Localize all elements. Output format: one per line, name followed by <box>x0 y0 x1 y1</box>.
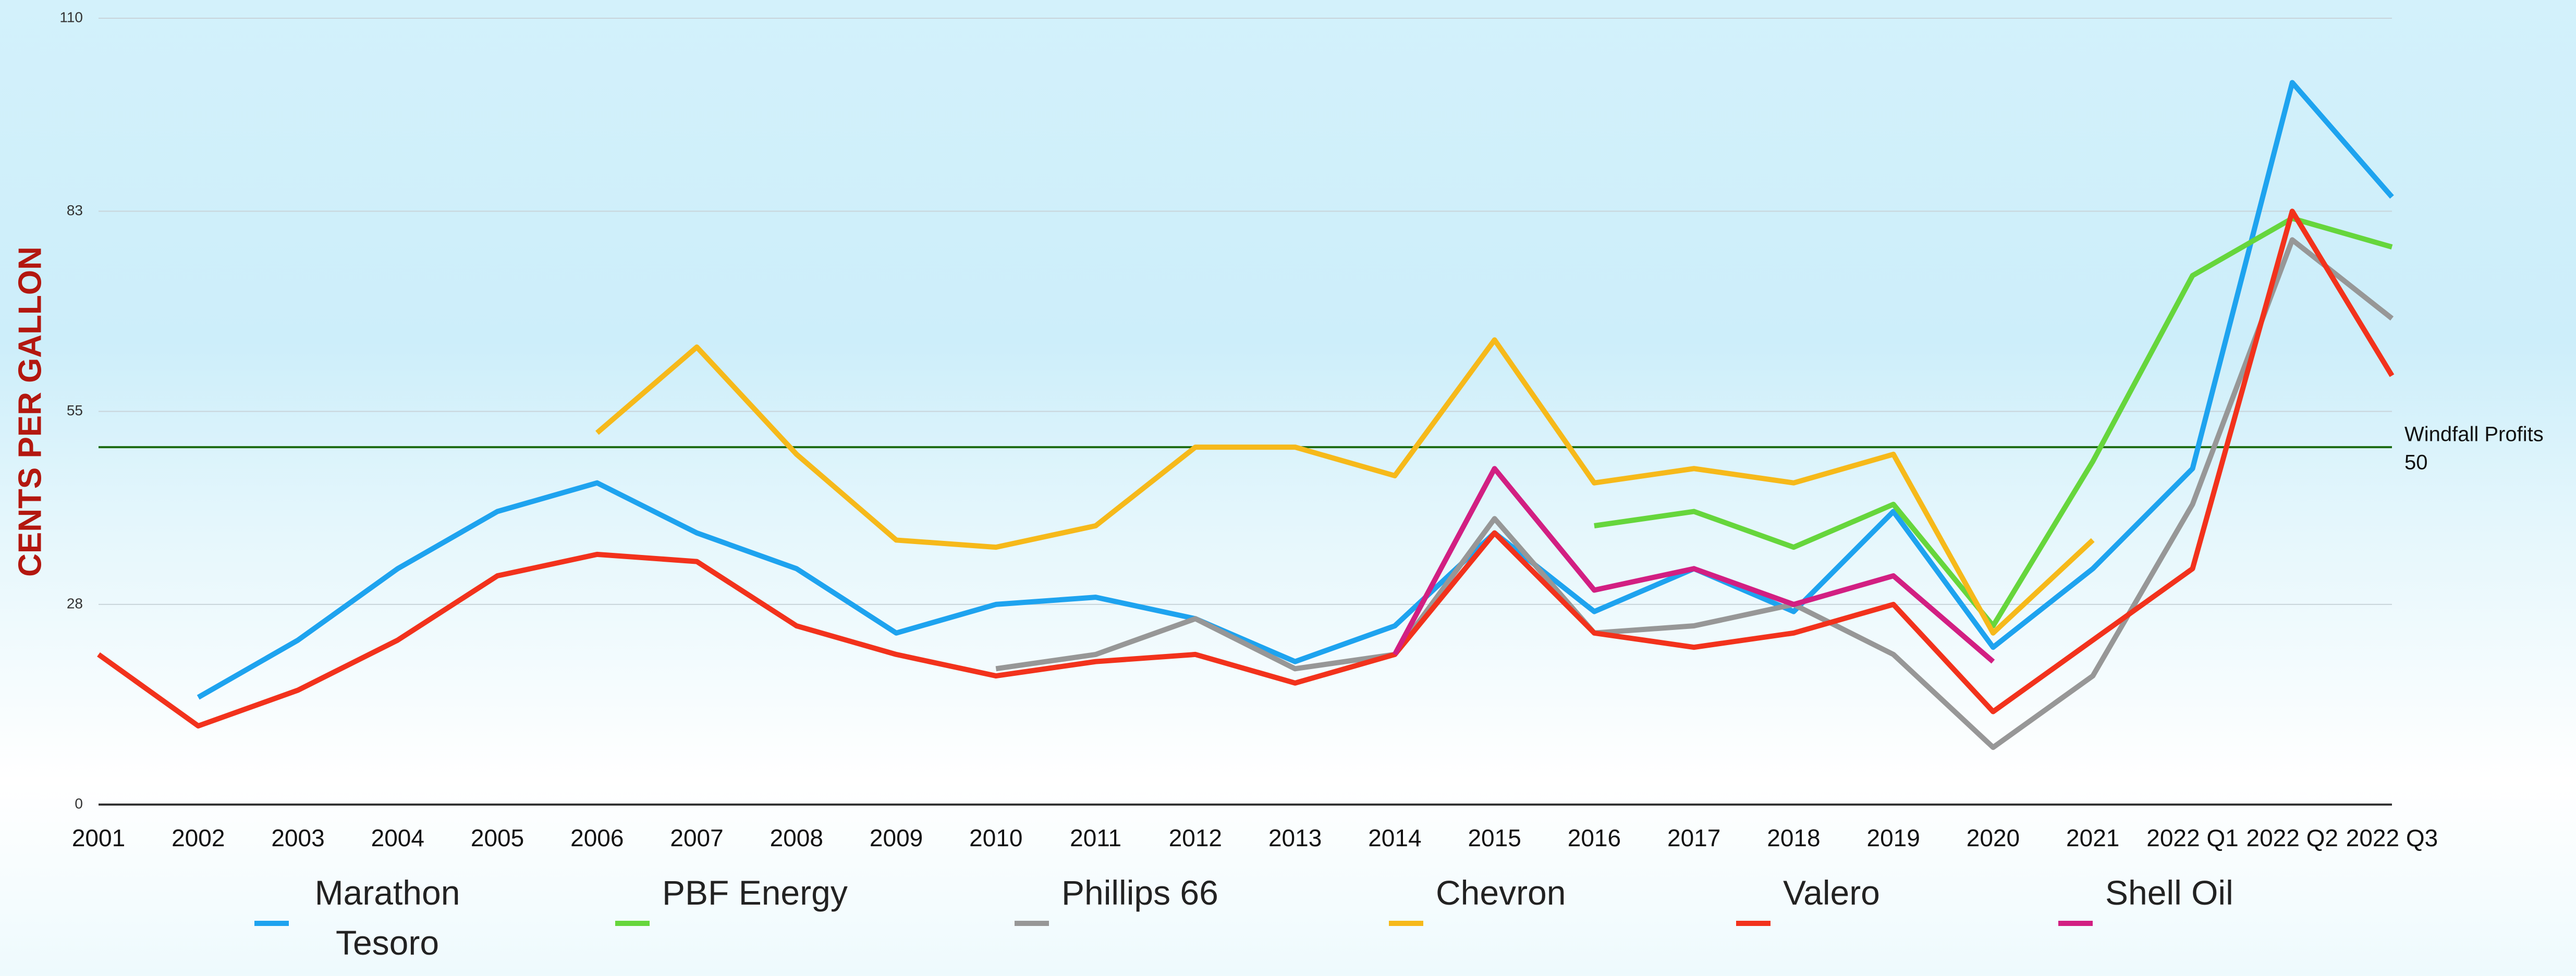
y-tick-label: 110 <box>59 9 83 25</box>
legend-item: Valero <box>1736 868 1880 926</box>
legend-swatch <box>1736 921 1771 926</box>
x-tick-label: 2017 <box>1667 824 1720 851</box>
x-tick-label: 2004 <box>371 824 424 851</box>
annotation-label: Windfall Profits <box>2404 423 2544 446</box>
series-line <box>595 337 2095 636</box>
x-tick-label: 2016 <box>1568 824 1621 851</box>
x-tick-label: 2019 <box>1867 824 1920 851</box>
y-tick-label: 0 <box>75 795 83 811</box>
series-line <box>197 80 2394 700</box>
y-axis-label: CENTS PER GALLON <box>12 246 48 577</box>
x-tick-label: 2001 <box>72 824 125 851</box>
legend-label: Marathon Tesoro <box>314 873 460 962</box>
x-tick-label: 2012 <box>1169 824 1222 851</box>
x-tick-label: 2005 <box>471 824 524 851</box>
series-line <box>1392 466 1995 664</box>
legend-swatch <box>1015 921 1049 926</box>
x-tick-label: 2006 <box>570 824 624 851</box>
legend-item: Phillips 66 <box>1015 868 1218 926</box>
legend-label: Shell Oil <box>2105 873 2233 912</box>
x-tick-label: 2022 Q2 <box>2246 824 2338 851</box>
legend-swatch <box>1389 921 1423 926</box>
x-tick-label: 2011 <box>1070 824 1121 851</box>
x-tick-label: 2009 <box>870 824 923 851</box>
legend-swatch <box>254 921 289 926</box>
x-tick-label: 2020 <box>1967 824 2020 851</box>
legend-label: PBF Energy <box>662 873 848 912</box>
legend-label: Chevron <box>1436 873 1566 912</box>
series-line <box>97 208 2395 729</box>
legend-swatch <box>615 921 650 926</box>
x-tick-label: 2014 <box>1368 824 1421 851</box>
series-line <box>995 237 2394 750</box>
legend-item: PBF Energy <box>615 868 848 926</box>
legend-item: Marathon Tesoro <box>254 868 473 968</box>
y-tick-label: 83 <box>67 202 83 218</box>
x-tick-label: 2018 <box>1767 824 1820 851</box>
x-tick-label: 2021 <box>2066 824 2119 851</box>
x-tick-label: 2003 <box>271 824 324 851</box>
legend-label: Valero <box>1783 873 1880 912</box>
x-tick-label: 2002 <box>172 824 225 851</box>
y-tick-label: 28 <box>67 595 83 611</box>
x-tick-label: 2022 Q3 <box>2346 824 2438 851</box>
x-tick-label: 2013 <box>1268 824 1322 851</box>
annotation-value: 50 <box>2404 451 2428 474</box>
series-line <box>1594 216 2393 629</box>
legend-item: Chevron <box>1389 868 1566 926</box>
x-tick-label: 2015 <box>1468 824 1521 851</box>
x-tick-label: 2007 <box>670 824 723 851</box>
x-tick-label: 2022 Q1 <box>2146 824 2238 851</box>
x-tick-label: 2010 <box>969 824 1022 851</box>
legend-label: Phillips 66 <box>1061 873 1218 912</box>
y-tick-label: 55 <box>67 402 83 418</box>
legend-item: Shell Oil <box>2058 868 2233 926</box>
x-tick-label: 2008 <box>770 824 823 851</box>
legend-swatch <box>2058 921 2093 926</box>
